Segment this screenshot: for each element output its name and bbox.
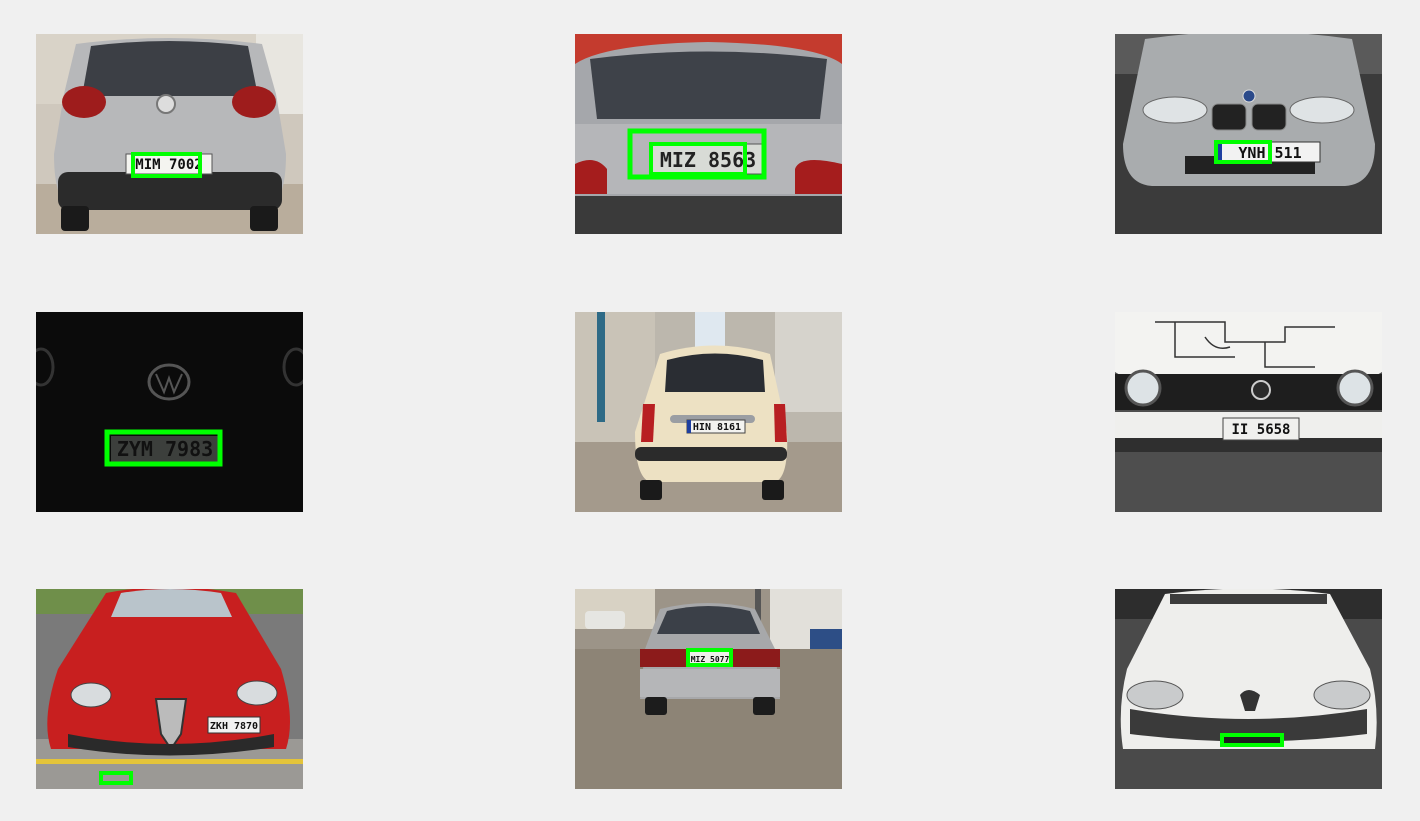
plate-text-1: MIM 7002 bbox=[135, 157, 202, 173]
car-image-6: II 5658 bbox=[1115, 312, 1382, 512]
car-image-2: MIZ 8563 bbox=[575, 34, 842, 234]
car-photo-7: ZKH 7870 bbox=[36, 589, 303, 789]
car-image-7: ZKH 7870 bbox=[36, 589, 303, 789]
car-photo-6: II 5658 bbox=[1115, 312, 1382, 512]
detection-box-7 bbox=[99, 771, 133, 785]
car-image-3: YNH 511 bbox=[1115, 34, 1382, 234]
car-photo-4: ZYM 7983 bbox=[36, 312, 303, 512]
detection-box-2-outer bbox=[627, 128, 767, 180]
car-image-1: MIM 7002 bbox=[36, 34, 303, 234]
detection-box-1 bbox=[131, 152, 202, 178]
plate-text-2: MIZ 8563 bbox=[660, 148, 756, 172]
plate-text-4: ZYM 7983 bbox=[117, 437, 213, 461]
car-photo-1: MIM 7002 bbox=[36, 34, 303, 234]
detection-box-3 bbox=[1214, 140, 1272, 164]
detection-box-2-inner bbox=[649, 142, 747, 176]
car-photo-9 bbox=[1115, 589, 1382, 789]
car-image-8: MIZ 5077 bbox=[575, 589, 842, 789]
plate-text-5: HIN 8161 bbox=[693, 422, 741, 433]
detection-box-9 bbox=[1220, 733, 1284, 747]
car-photo-5: HIN 8161 bbox=[575, 312, 842, 512]
plate-text-7: ZKH 7870 bbox=[210, 721, 258, 732]
car-image-4: ZYM 7983 bbox=[36, 312, 303, 512]
car-photo-8: MIZ 5077 bbox=[575, 589, 842, 789]
car-image-5: HIN 8161 bbox=[575, 312, 842, 512]
car-photo-3: YNH 511 bbox=[1115, 34, 1382, 234]
plate-text-6: II 5658 bbox=[1231, 422, 1290, 438]
plate-text-8: MIZ 5077 bbox=[691, 655, 730, 664]
detection-box-8 bbox=[686, 648, 733, 667]
detection-box-4 bbox=[104, 429, 223, 467]
car-image-9 bbox=[1115, 589, 1382, 789]
car-photo-2: MIZ 8563 bbox=[575, 34, 842, 234]
